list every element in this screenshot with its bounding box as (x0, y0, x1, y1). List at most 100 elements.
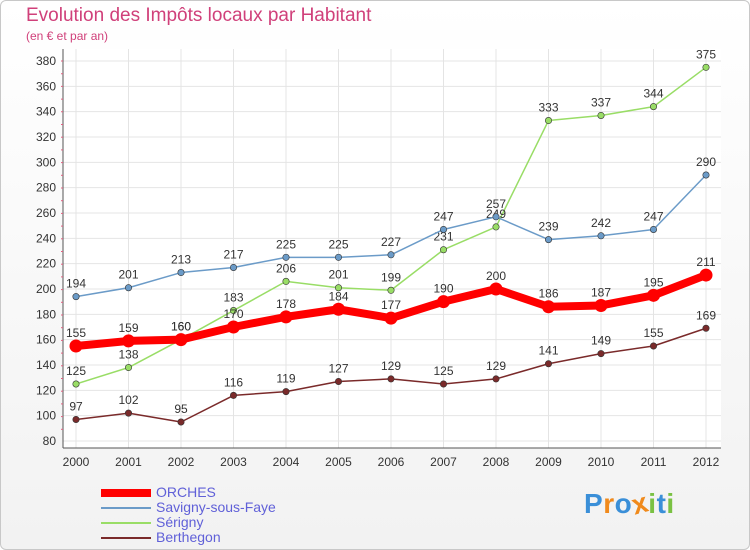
data-label: 201 (328, 268, 348, 282)
legend-item-savigny: Savigny-sous-Faye (101, 499, 401, 515)
data-point (230, 263, 238, 271)
x-tick-label: 2009 (535, 455, 562, 469)
data-label: 242 (591, 216, 611, 230)
data-label: 201 (118, 268, 138, 282)
data-point (597, 111, 605, 119)
data-label: 125 (66, 364, 86, 378)
y-tick-label: 80 (43, 434, 57, 448)
data-point (69, 339, 83, 353)
data-label: 102 (118, 393, 138, 407)
data-point (282, 277, 290, 285)
data-label: 187 (591, 285, 611, 299)
y-tick-label: 160 (36, 333, 56, 347)
data-label: 160 (171, 320, 191, 334)
data-point (594, 298, 608, 312)
data-point (125, 409, 133, 417)
data-label: 344 (643, 87, 663, 101)
x-tick-label: 2002 (168, 455, 195, 469)
y-tick-label: 180 (36, 307, 56, 321)
data-label: 206 (276, 261, 296, 275)
y-tick-label: 140 (36, 358, 56, 372)
data-label: 177 (381, 298, 401, 312)
y-tick-label: 200 (36, 282, 56, 296)
chart-title: Evolution des Impôts locaux par Habitant (26, 5, 372, 26)
legend-swatch-berthegon (101, 537, 151, 539)
data-point (702, 63, 710, 71)
logo-letter: i (648, 488, 657, 519)
data-label: 257 (486, 197, 506, 211)
data-label: 116 (224, 375, 243, 389)
data-label: 170 (223, 307, 243, 321)
data-point (174, 333, 188, 347)
data-point (544, 360, 552, 368)
data-point (230, 391, 238, 399)
data-label: 231 (433, 230, 453, 244)
legend-label-serigny: Sérigny (156, 514, 204, 530)
data-label: 190 (433, 282, 453, 296)
x-tick-label: 2000 (63, 455, 90, 469)
data-label: 213 (171, 253, 191, 267)
logo-letter: i (666, 488, 675, 519)
y-tick-label: 300 (36, 155, 56, 169)
data-point (437, 295, 450, 309)
logo-letter: r (603, 488, 615, 519)
data-label: 186 (538, 287, 558, 301)
x-tick-label: 2005 (325, 455, 352, 469)
data-point (72, 293, 80, 301)
data-point (227, 320, 240, 334)
data-label: 239 (538, 220, 558, 234)
data-point (177, 269, 185, 277)
y-tick-label: 100 (36, 409, 56, 423)
data-point (492, 213, 500, 221)
x-tick-label: 2004 (273, 455, 300, 469)
y-tick-label: 380 (36, 54, 56, 68)
data-point (542, 300, 555, 314)
data-point (334, 377, 342, 385)
y-tick-label: 340 (36, 105, 56, 119)
data-point (492, 375, 500, 383)
x-tick-label: 2012 (693, 455, 720, 469)
data-point (439, 380, 447, 388)
data-point (332, 302, 345, 316)
y-tick-label: 360 (36, 79, 56, 93)
data-label: 141 (538, 344, 558, 358)
data-label: 138 (118, 348, 138, 362)
data-label: 127 (328, 361, 348, 375)
x-tick-label: 2003 (220, 455, 247, 469)
data-label: 125 (433, 364, 453, 378)
data-label: 155 (66, 326, 86, 340)
data-label: 194 (66, 277, 86, 291)
x-tick-label: 2006 (378, 455, 405, 469)
data-point (282, 253, 290, 261)
data-label: 333 (538, 101, 558, 115)
x-tick-label: 2011 (641, 455, 667, 469)
y-tick-label: 260 (36, 206, 56, 220)
chart-subtitle: (en € et par an) (26, 29, 109, 43)
proxiti-logo: Proxiti (584, 486, 675, 520)
y-tick-label: 220 (36, 257, 56, 271)
data-label: 247 (433, 209, 453, 223)
logo-letter: t (656, 488, 667, 519)
data-label: 169 (696, 308, 716, 322)
x-tick-label: 2001 (115, 455, 142, 469)
legend-label-berthegon: Berthegon (156, 529, 221, 545)
data-label: 178 (276, 297, 296, 311)
data-point (597, 350, 605, 358)
y-tick-label: 320 (36, 130, 56, 144)
legend-item-orches: ORCHES (101, 484, 401, 500)
data-label: 247 (643, 209, 663, 223)
data-label: 290 (696, 155, 716, 169)
data-point (387, 375, 395, 383)
legend: ORCHES Savigny-sous-Faye Sérigny Bertheg… (101, 484, 401, 545)
data-label: 97 (69, 399, 83, 413)
logo-letter: o (614, 488, 633, 519)
data-point (334, 284, 342, 292)
data-point (125, 364, 133, 372)
data-label: 184 (328, 289, 348, 303)
legend-item-berthegon: Berthegon (101, 529, 401, 545)
data-point (702, 171, 710, 179)
data-point (384, 311, 398, 325)
data-point (489, 282, 503, 296)
data-point (492, 223, 500, 231)
